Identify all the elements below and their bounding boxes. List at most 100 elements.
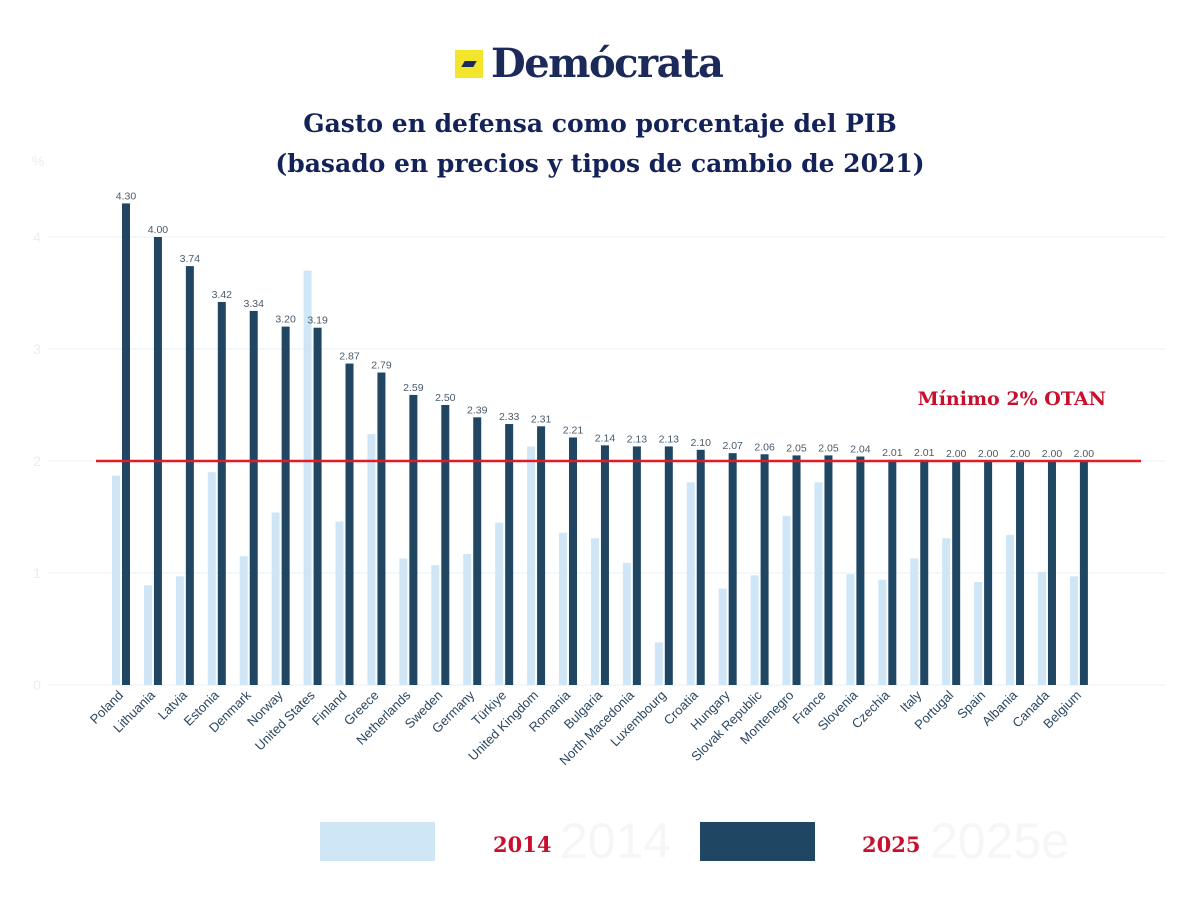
y-tick-label: 3 bbox=[33, 341, 41, 357]
logo-mark-icon bbox=[455, 49, 483, 78]
bar-2014 bbox=[718, 588, 727, 685]
bar-2025 bbox=[856, 456, 865, 685]
bar-2014 bbox=[175, 576, 184, 685]
data-label-2025: 2.21 bbox=[563, 424, 584, 436]
bar-2025 bbox=[505, 424, 514, 685]
chart-title: Gasto en defensa como porcentaje del PIB… bbox=[0, 104, 1200, 184]
bar-2025 bbox=[984, 461, 993, 685]
bar-2025 bbox=[377, 372, 386, 685]
bar-2025 bbox=[824, 455, 833, 685]
data-label-2025: 2.31 bbox=[531, 413, 552, 425]
bar-2025 bbox=[281, 326, 290, 685]
bar-2014 bbox=[878, 579, 887, 685]
chart-title-line2: (basado en precios y tipos de cambio de … bbox=[275, 149, 925, 178]
data-label-2025: 2.00 bbox=[1042, 448, 1063, 460]
bar-2025 bbox=[792, 455, 801, 685]
bar-2014 bbox=[303, 270, 312, 685]
legend-ghost-2014: 2014 bbox=[560, 813, 672, 869]
bar-2014 bbox=[622, 562, 631, 685]
bar-2014 bbox=[654, 642, 663, 685]
data-label-2025: 2.59 bbox=[403, 382, 424, 394]
bar-2025 bbox=[696, 449, 705, 685]
bar-2014 bbox=[782, 515, 791, 685]
y-tick-label: 4 bbox=[33, 229, 41, 245]
data-label-2025: 2.00 bbox=[1010, 448, 1031, 460]
legend-ghost-2025e: 2025e bbox=[930, 813, 1070, 869]
bar-2025 bbox=[409, 394, 418, 685]
bar-2014 bbox=[846, 574, 855, 685]
brand-logo: Demócrata bbox=[455, 40, 724, 87]
bar-2014 bbox=[750, 575, 759, 685]
bar-2025 bbox=[1079, 461, 1088, 685]
data-label-2025: 2.01 bbox=[914, 447, 935, 459]
y-tick-label: 0 bbox=[33, 677, 41, 693]
data-label-2025: 3.34 bbox=[244, 298, 265, 310]
bar-2025 bbox=[600, 445, 609, 685]
bar-2014 bbox=[367, 434, 376, 685]
legend-swatch-2014 bbox=[320, 822, 435, 861]
bar-2025 bbox=[249, 310, 258, 685]
data-label-2025: 3.20 bbox=[275, 314, 296, 326]
data-label-2025: 4.30 bbox=[116, 190, 137, 202]
bar-2025 bbox=[122, 203, 130, 685]
data-label-2025: 3.42 bbox=[212, 289, 233, 301]
bar-2014 bbox=[399, 558, 408, 685]
bar-2025 bbox=[760, 454, 769, 685]
bar-2014 bbox=[1037, 571, 1046, 685]
bar-2014 bbox=[143, 585, 152, 685]
bar-2014 bbox=[271, 512, 280, 685]
data-label-2025: 2.13 bbox=[627, 433, 648, 445]
data-label-2025: 4.00 bbox=[148, 224, 169, 236]
bar-2014 bbox=[527, 446, 536, 685]
data-label-2025: 2.00 bbox=[978, 448, 999, 460]
bar-2014 bbox=[910, 558, 919, 685]
data-label-2025: 2.07 bbox=[722, 440, 743, 452]
bar-2025 bbox=[952, 461, 961, 685]
bar-2025 bbox=[473, 417, 482, 685]
bar-2025 bbox=[1047, 461, 1056, 685]
y-tick-label: 1 bbox=[33, 565, 41, 581]
bar-2014 bbox=[686, 482, 695, 685]
bar-2025 bbox=[313, 327, 322, 685]
data-label-2025: 2.39 bbox=[467, 404, 488, 416]
legend-label-2025: 2025 bbox=[862, 832, 921, 857]
data-label-2025: 2.10 bbox=[691, 437, 712, 449]
bar-2014 bbox=[814, 482, 823, 685]
bar-2025 bbox=[537, 426, 546, 685]
bar-2014 bbox=[1069, 576, 1078, 685]
bar-2014 bbox=[335, 521, 344, 685]
data-label-2025: 2.05 bbox=[786, 442, 807, 454]
bar-2025 bbox=[345, 363, 354, 685]
data-label-2025: 2.79 bbox=[371, 360, 392, 372]
reference-line-label: Mínimo 2% OTAN bbox=[918, 388, 1106, 410]
data-label-2025: 2.05 bbox=[818, 442, 839, 454]
data-label-2025: 2.14 bbox=[595, 432, 616, 444]
data-label-2025: 2.04 bbox=[850, 444, 871, 456]
bar-2014 bbox=[1006, 534, 1015, 685]
legend-label-2014: 2014 bbox=[493, 832, 552, 857]
bar-2014 bbox=[559, 532, 568, 685]
data-label-2025: 2.00 bbox=[946, 448, 967, 460]
data-label-2025: 2.87 bbox=[339, 351, 360, 363]
data-label-2025: 2.33 bbox=[499, 411, 520, 423]
bar-2014 bbox=[431, 565, 440, 685]
bar-2025 bbox=[441, 405, 450, 685]
bar-2014 bbox=[112, 475, 120, 685]
data-label-2025: 2.06 bbox=[754, 441, 775, 453]
bar-2025 bbox=[569, 437, 578, 685]
bar-2025 bbox=[888, 459, 897, 685]
data-label-2025: 2.50 bbox=[435, 392, 456, 404]
bar-2025 bbox=[632, 446, 641, 685]
x-tick-label: Italy bbox=[897, 687, 925, 715]
bar-2025 bbox=[185, 266, 194, 685]
data-label-2025: 2.00 bbox=[1074, 448, 1095, 460]
x-tick-label: Finland bbox=[309, 688, 350, 729]
bar-2025 bbox=[920, 459, 929, 685]
y-tick-label: 2 bbox=[33, 453, 41, 469]
bar-2025 bbox=[1016, 461, 1025, 685]
bar-2014 bbox=[495, 522, 504, 685]
data-label-2025: 3.19 bbox=[307, 315, 328, 327]
data-label-2025: 3.74 bbox=[180, 253, 201, 265]
y-axis-label: % bbox=[32, 153, 44, 169]
